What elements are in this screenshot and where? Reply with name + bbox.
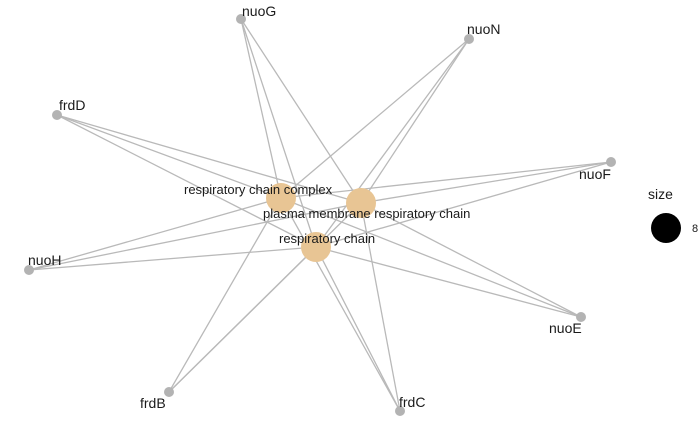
gene-label-nuoH: nuoH	[28, 252, 61, 268]
legend-title: size	[648, 186, 673, 202]
edge-rcc-nuoF	[280, 161, 612, 199]
edge-rcc-frdB	[168, 197, 282, 393]
gene-node-frdC	[395, 406, 405, 416]
gene-nodes-layer	[24, 14, 616, 416]
legend-size-dot	[651, 213, 681, 243]
edge-pmrc-frdD	[56, 114, 362, 204]
edge-rc-frdC	[315, 246, 401, 412]
term-node-rc	[301, 232, 331, 262]
labels-layer: nuoG nuoN frdD nuoF nuoH nuoE frdB frdC respirat…	[28, 3, 611, 411]
edge-rc-nuoE	[315, 246, 582, 318]
edge-rcc-frdC	[280, 197, 401, 412]
edge-rcc-nuoG	[240, 18, 282, 199]
edge-rc-nuoF	[315, 161, 612, 248]
edge-pmrc-nuoF	[360, 161, 612, 204]
gene-node-frdB	[164, 387, 174, 397]
edge-rcc-nuoE	[280, 197, 582, 318]
edge-rc-frdD	[56, 114, 317, 248]
legend-size-value: 8	[692, 223, 698, 235]
term-label-pmrc: plasma membrane respiratory chain	[263, 206, 470, 221]
edge-pmrc-frdC	[360, 202, 401, 412]
gene-label-frdD: frdD	[59, 97, 85, 113]
edge-rc-nuoG	[240, 18, 317, 248]
gene-label-nuoN: nuoN	[467, 21, 500, 37]
size-legend: size 8	[648, 186, 698, 243]
gene-node-nuoN	[464, 34, 474, 44]
edge-rcc-frdD	[56, 114, 282, 199]
edges-layer	[28, 18, 612, 412]
edge-rcc-nuoN	[280, 38, 470, 199]
gene-node-frdD	[52, 110, 62, 120]
term-node-rcc	[266, 183, 296, 213]
gene-label-nuoF: nuoF	[579, 166, 611, 182]
edge-rc-nuoH	[28, 246, 317, 271]
gene-label-frdC: frdC	[399, 394, 425, 410]
edge-rc-frdB	[168, 246, 317, 393]
edge-rc-nuoN	[315, 38, 470, 248]
gene-label-nuoE: nuoE	[549, 320, 582, 336]
gene-node-nuoG	[236, 14, 246, 24]
edge-pmrc-nuoN	[360, 38, 470, 204]
gene-node-nuoE	[576, 312, 586, 322]
edge-rcc-nuoH	[28, 197, 282, 271]
gene-node-nuoF	[606, 157, 616, 167]
edge-pmrc-nuoE	[360, 202, 582, 318]
gene-node-nuoH	[24, 265, 34, 275]
term-node-pmrc	[346, 188, 376, 218]
term-label-rcc: respiratory chain complex	[184, 182, 333, 197]
term-label-rc: respiratory chain	[279, 231, 375, 246]
term-nodes-layer	[266, 183, 376, 262]
gene-label-nuoG: nuoG	[242, 3, 276, 19]
gene-label-frdB: frdB	[140, 395, 166, 411]
edge-pmrc-nuoG	[240, 18, 362, 204]
